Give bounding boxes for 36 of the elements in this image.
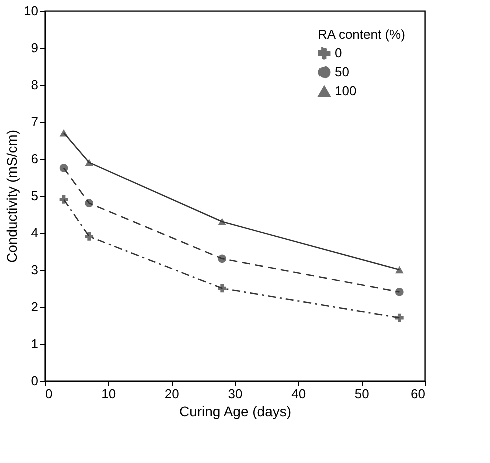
x-tick-label: 60 [411,386,426,402]
x-tick-label: 0 [46,386,53,402]
point [395,314,404,322]
point [85,199,94,208]
point [85,232,94,241]
x-tick-label: 30 [228,386,243,402]
y-axis-title: Conductivity (mS/cm) [4,130,20,264]
y-tick-label: 6 [31,152,38,166]
y-tick-label: 5 [31,188,38,204]
x-tick-label: 50 [354,386,370,402]
y-tick-label: 3 [31,262,38,278]
y-tick-label: 0 [31,374,38,388]
point [218,218,227,226]
x-tick-label: 10 [102,386,116,402]
point [218,254,227,264]
y-tick-label: 8 [31,78,38,92]
point [218,284,227,293]
x-axis-title: Curing Age (days) [179,404,292,420]
legend-label: 0 [335,46,342,60]
y-tick-label: 1 [31,336,38,352]
point [60,129,68,137]
legend-title: RA content (%) [318,27,406,42]
point [395,288,404,296]
y-tick-label: 9 [31,40,38,56]
y-tick-label: 10 [24,4,38,18]
y-tick-label: 2 [31,300,38,314]
legend-label: 50 [335,64,350,80]
point [60,164,68,172]
y-tick-label: 7 [31,114,38,130]
legend-label: 100 [335,84,357,98]
x-tick-label: 40 [292,386,306,402]
point [60,196,68,204]
point [395,266,404,274]
x-tick-label: 20 [164,386,180,402]
y-tick-label: 4 [31,226,38,240]
point [85,159,94,166]
